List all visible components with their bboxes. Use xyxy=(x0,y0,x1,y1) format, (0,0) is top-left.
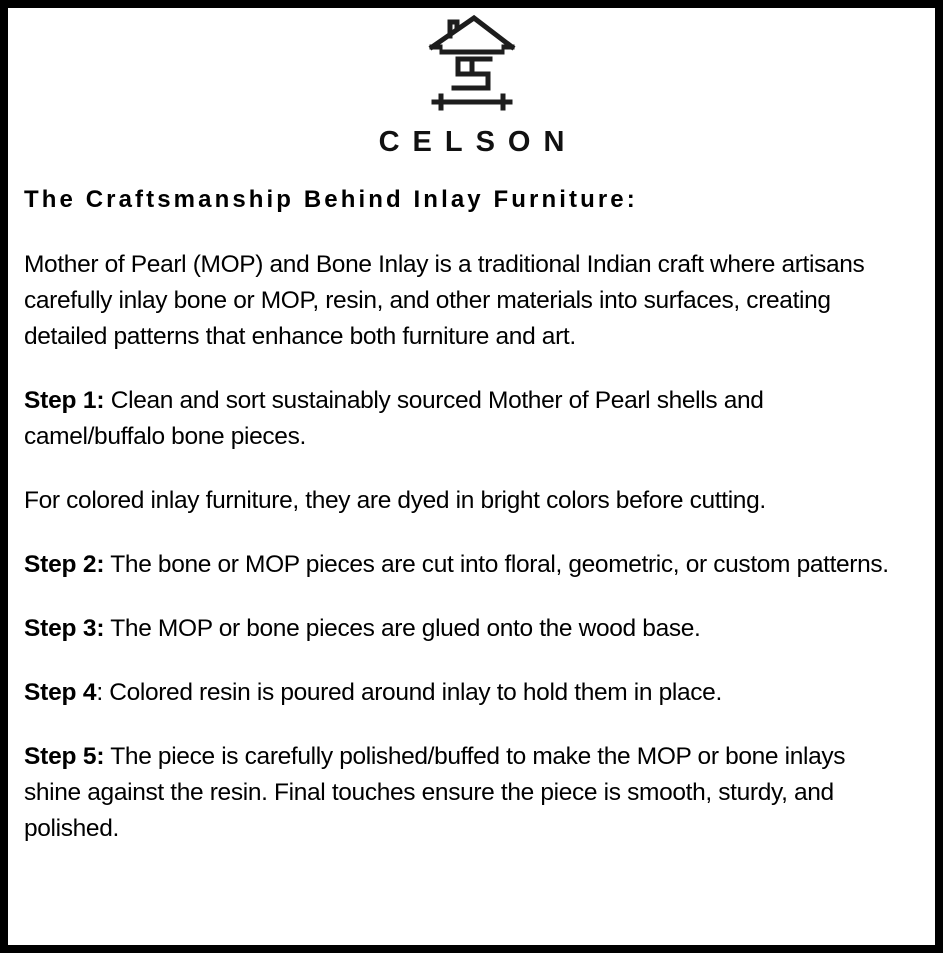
paragraph-step-5: Step 5: The piece is carefully polished/… xyxy=(24,739,904,847)
paragraph-step-3: Step 3: The MOP or bone pieces are glued… xyxy=(24,611,904,647)
paragraph-intro: Mother of Pearl (MOP) and Bone Inlay is … xyxy=(24,250,865,350)
paragraph-step-2: Step 2: The bone or MOP pieces are cut i… xyxy=(24,547,904,583)
paragraph-colored-note: For colored inlay furniture, they are dy… xyxy=(24,486,766,514)
step-2-text: The bone or MOP pieces are cut into flor… xyxy=(104,550,889,578)
paragraph-step-4: Step 4: Colored resin is poured around i… xyxy=(24,675,904,711)
step-5-label: Step 5: xyxy=(24,742,105,770)
brand-block: CELSON xyxy=(8,8,935,157)
step-1-label: Step 1: xyxy=(24,386,105,414)
step-3-text: The MOP or bone pieces are glued onto th… xyxy=(104,614,701,642)
step-3-label: Step 3: xyxy=(24,614,105,642)
step-4-label: Step 4 xyxy=(24,678,97,706)
page-title: The Craftsmanship Behind Inlay Furniture… xyxy=(24,186,638,213)
brand-wordmark: CELSON xyxy=(378,126,578,158)
paragraph-step-1: Step 1: Clean and sort sustainably sourc… xyxy=(24,383,904,455)
step-5-text: The piece is carefully polished/buffed t… xyxy=(24,742,846,842)
step-4-colon: : xyxy=(96,678,103,706)
step-2-label: Step 2: xyxy=(24,550,105,578)
step-4-text: Colored resin is poured around inlay to … xyxy=(102,678,722,706)
house-monogram-icon xyxy=(428,14,516,111)
step-1-text: Clean and sort sustainably sourced Mothe… xyxy=(24,386,764,450)
content-body: The Craftsmanship Behind Inlay Furniture… xyxy=(8,186,935,847)
